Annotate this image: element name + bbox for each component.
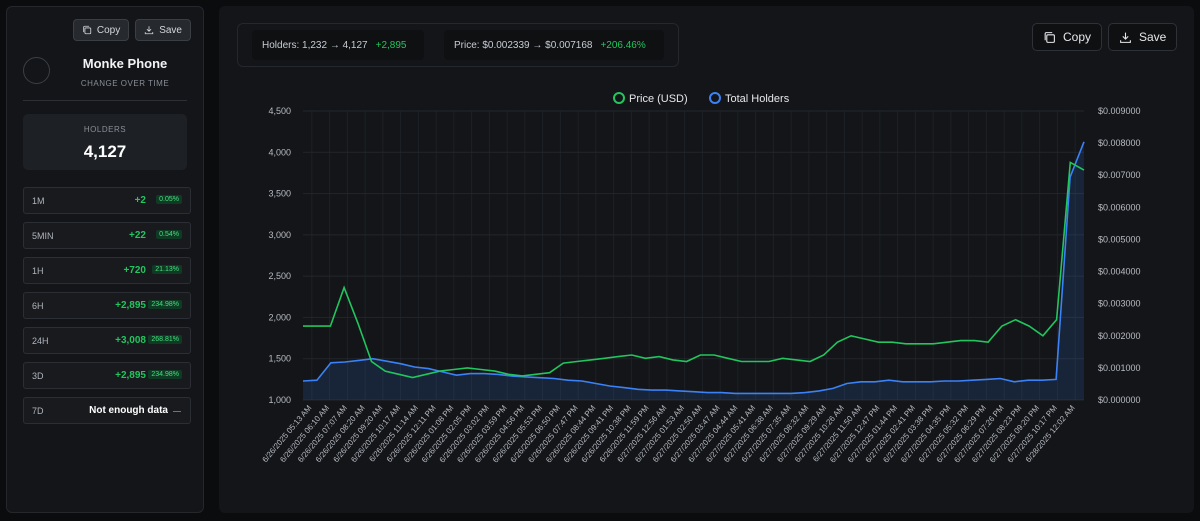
summary-stats: Holders: 1,232 → 4,127 +2,895 Price: $0.… bbox=[237, 23, 679, 67]
period-change: +2,895 bbox=[115, 300, 146, 311]
period-row-24h[interactable]: 24H +3,008 268.81% bbox=[23, 327, 191, 354]
period-label: 6H bbox=[32, 301, 44, 311]
y-left-tick-label: 1,000 bbox=[268, 395, 291, 405]
chart-panel: Holders: 1,232 → 4,127 +2,895 Price: $0.… bbox=[219, 6, 1194, 513]
copy-icon bbox=[1044, 31, 1055, 43]
holders-summary-text: Holders: 1,232 → 4,127 bbox=[262, 39, 368, 51]
y-left-tick-label: 3,500 bbox=[268, 189, 291, 199]
period-change: +22 bbox=[129, 230, 146, 241]
y-right-tick-label: $0.006000 bbox=[1098, 202, 1141, 212]
download-icon bbox=[1120, 32, 1131, 43]
y-right-tick-label: $0.008000 bbox=[1098, 138, 1141, 148]
period-pct-badge: 234.98% bbox=[148, 300, 182, 309]
period-label: 3D bbox=[32, 371, 44, 381]
period-row-3d[interactable]: 3D +2,895 234.98% bbox=[23, 362, 191, 389]
sidebar: Copy Save Monke Phone CHANGE OVER TIME H… bbox=[6, 6, 204, 513]
y-right-tick-label: $0.002000 bbox=[1098, 331, 1141, 341]
period-row-1m[interactable]: 1M +2 0.05% bbox=[23, 187, 191, 214]
price-line bbox=[303, 161, 1085, 379]
holders-summary-change: +2,895 bbox=[375, 39, 407, 51]
period-change: +2,895 bbox=[115, 370, 146, 381]
period-label: 5MIN bbox=[32, 231, 54, 241]
token-name: Monke Phone bbox=[82, 56, 168, 71]
y-left-tick-label: 4,000 bbox=[268, 147, 291, 157]
period-row-1h[interactable]: 1H +720 21.13% bbox=[23, 257, 191, 284]
period-pct-badge: 0.54% bbox=[156, 230, 182, 239]
period-row-6h[interactable]: 6H +2,895 234.98% bbox=[23, 292, 191, 319]
period-row-5min[interactable]: 5MIN +22 0.54% bbox=[23, 222, 191, 249]
period-label: 24H bbox=[32, 336, 49, 346]
y-left-tick-label: 2,000 bbox=[268, 312, 291, 322]
sidebar-copy-button[interactable]: Copy bbox=[72, 19, 130, 41]
period-change: +720 bbox=[123, 265, 146, 276]
holders-label: HOLDERS bbox=[83, 125, 127, 134]
y-left-tick-label: 3,000 bbox=[268, 230, 291, 240]
period-label: 1H bbox=[32, 266, 44, 276]
period-change: +3,008 bbox=[115, 335, 146, 346]
y-right-tick-label: $0.005000 bbox=[1098, 234, 1141, 244]
token-avatar bbox=[23, 57, 50, 84]
period-pct-badge: 234.98% bbox=[148, 370, 182, 379]
y-left-tick-label: 4,500 bbox=[268, 106, 291, 116]
legend-price-label: Price (USD) bbox=[629, 93, 688, 105]
price-summary-text: Price: $0.002339 → $0.007168 bbox=[454, 39, 593, 51]
y-right-tick-label: $0.004000 bbox=[1098, 267, 1141, 277]
holders-card: HOLDERS 4,127 bbox=[23, 114, 187, 170]
period-pct-badge: 0.05% bbox=[156, 195, 182, 204]
period-change: +2 bbox=[134, 195, 146, 206]
not-enough-data-text: Not enough data bbox=[89, 405, 168, 416]
holders-area bbox=[303, 141, 1084, 401]
copy-icon bbox=[83, 25, 92, 35]
y-left-tick-label: 1,500 bbox=[268, 354, 291, 364]
price-summary: Price: $0.002339 → $0.007168 +206.46% bbox=[444, 30, 664, 60]
sidebar-save-label: Save bbox=[159, 24, 182, 36]
sidebar-copy-label: Copy bbox=[96, 24, 121, 36]
y-right-tick-label: $0.001000 bbox=[1098, 363, 1141, 373]
holders-legend-icon bbox=[709, 92, 721, 104]
holders-price-chart: 4,500 4,000 3,500 3,000 2,500 2,000 1,500 1,000… bbox=[260, 92, 1141, 464]
copy-label: Copy bbox=[1063, 30, 1092, 44]
token-subtitle: CHANGE OVER TIME bbox=[80, 79, 170, 88]
sidebar-save-button[interactable]: Save bbox=[135, 19, 191, 41]
legend-holders-label: Total Holders bbox=[725, 93, 790, 105]
y-right-tick-label: $0.009000 bbox=[1098, 106, 1141, 116]
save-label: Save bbox=[1139, 30, 1167, 44]
period-row-7d[interactable]: 7D Not enough data bbox=[23, 397, 191, 424]
copy-button[interactable]: Copy bbox=[1032, 23, 1103, 51]
y-right-tick-label: $0.003000 bbox=[1098, 299, 1141, 309]
sidebar-actions: Copy Save bbox=[72, 19, 191, 41]
holders-line bbox=[302, 141, 1085, 395]
y-right-tick-label: $0.000000 bbox=[1098, 395, 1141, 405]
sidebar-divider bbox=[23, 100, 187, 101]
period-label: 1M bbox=[32, 196, 45, 206]
holders-value: 4,127 bbox=[83, 142, 127, 161]
holders-summary: Holders: 1,232 → 4,127 +2,895 bbox=[252, 30, 424, 60]
price-legend-icon bbox=[613, 92, 625, 104]
period-pct-badge: 21.13% bbox=[152, 265, 182, 274]
period-label: 7D bbox=[32, 406, 44, 416]
price-summary-change: +206.46% bbox=[600, 39, 646, 51]
save-button[interactable]: Save bbox=[1108, 23, 1178, 51]
period-pct-badge: 268.81% bbox=[148, 335, 182, 344]
dash-icon bbox=[173, 411, 181, 412]
download-icon bbox=[145, 26, 154, 35]
y-right-tick-label: $0.007000 bbox=[1098, 170, 1141, 180]
y-left-tick-label: 2,500 bbox=[268, 271, 291, 281]
